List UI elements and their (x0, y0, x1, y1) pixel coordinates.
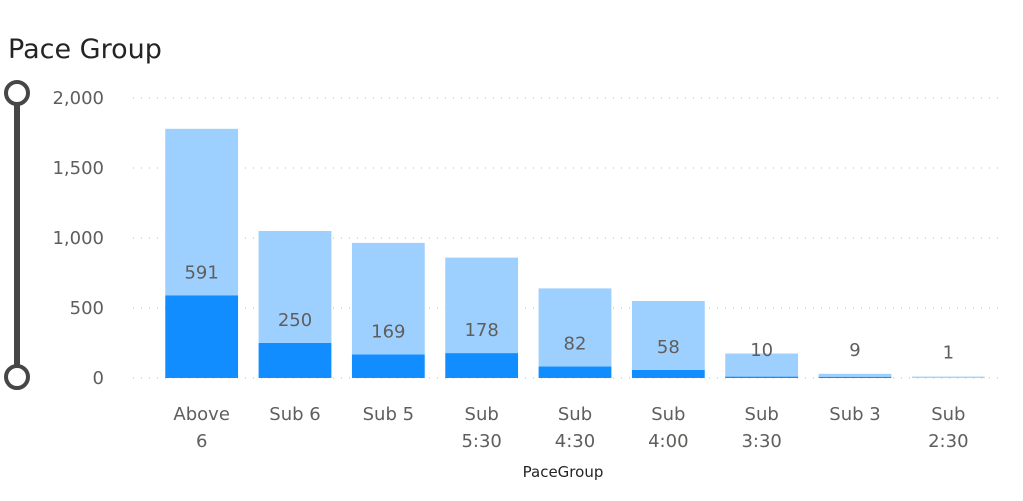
x-tick-label: Sub 5 (363, 404, 414, 425)
x-tick-label: Sub (651, 404, 685, 425)
bar-segment-secondary[interactable] (725, 353, 799, 377)
x-tick-label: Sub (745, 404, 779, 425)
x-tick-label: Above (173, 404, 229, 425)
x-tick-label: 6 (196, 431, 207, 452)
range-slider[interactable] (4, 80, 30, 390)
x-tick-label: Sub 3 (829, 404, 880, 425)
bar-segment-secondary[interactable] (445, 257, 519, 354)
x-tick-label: Sub 6 (269, 404, 320, 425)
y-tick-label: 0 (93, 368, 104, 389)
data-label: 58 (657, 337, 680, 358)
data-label: 250 (278, 310, 312, 331)
bar-segment-secondary[interactable] (538, 288, 612, 367)
bar-segment-secondary[interactable] (631, 301, 705, 370)
data-label: 178 (464, 320, 498, 341)
bar-segment-secondary[interactable] (165, 128, 239, 296)
x-tick-label: Sub (465, 404, 499, 425)
x-tick-label: Sub (931, 404, 965, 425)
bar-segment-primary[interactable] (165, 295, 239, 378)
y-tick-label: 2,000 (52, 88, 104, 109)
data-label: 82 (564, 334, 587, 355)
y-tick-label: 500 (70, 298, 104, 319)
data-label: 10 (750, 340, 773, 361)
bar-segment-primary[interactable] (258, 343, 332, 378)
x-axis: Above 6 Sub 6 Sub 5 Sub 5:30 Sub 4:30 Sub 4:00 Sub… (173, 404, 968, 452)
y-axis: 0 500 1,000 1,500 2,000 (52, 88, 104, 389)
data-label: 9 (849, 340, 860, 361)
bar-segment-primary[interactable] (538, 366, 612, 378)
data-label: 169 (371, 321, 405, 342)
range-slider-bottom-handle[interactable] (4, 364, 30, 390)
bar-segment-primary[interactable] (631, 369, 705, 378)
data-labels: 591 250 169 178 82 58 10 9 1 (184, 262, 954, 363)
range-slider-top-handle[interactable] (4, 80, 30, 106)
x-tick-label: Sub (558, 404, 592, 425)
x-tick-label: 4:30 (555, 431, 595, 452)
bars (165, 128, 985, 378)
data-label: 1 (943, 343, 954, 364)
bar-segment-secondary[interactable] (911, 376, 985, 378)
bar-segment-secondary[interactable] (258, 231, 332, 343)
y-tick-label: 1,500 (52, 158, 104, 179)
bar-segment-primary[interactable] (818, 376, 892, 378)
x-tick-label: 4:00 (648, 431, 688, 452)
bar-segment-secondary[interactable] (818, 373, 892, 377)
y-tick-label: 1,000 (52, 228, 104, 249)
bar-segment-secondary[interactable] (351, 242, 425, 355)
x-tick-label: 3:30 (741, 431, 781, 452)
bar-segment-primary[interactable] (725, 376, 799, 378)
bar-segment-primary[interactable] (445, 353, 519, 378)
chart-title: Pace Group (8, 34, 162, 65)
x-tick-label: 2:30 (928, 431, 968, 452)
data-label: 591 (184, 262, 218, 283)
x-tick-label: 5:30 (461, 431, 501, 452)
x-axis-title: PaceGroup (523, 463, 604, 481)
bar-segment-primary[interactable] (351, 354, 425, 378)
